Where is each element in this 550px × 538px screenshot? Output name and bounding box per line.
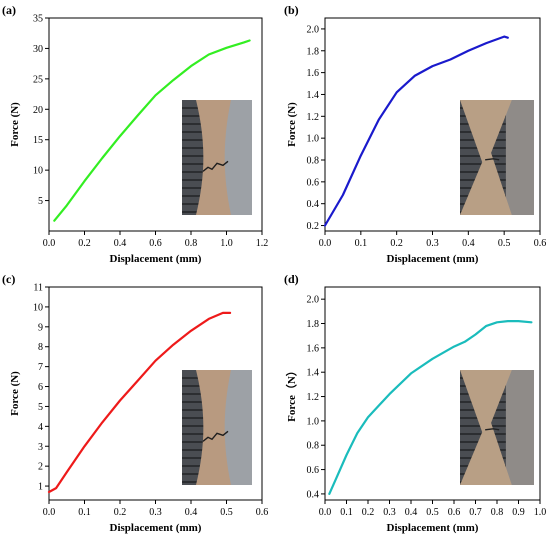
x-tick-label: 0.0 [319,507,332,518]
x-tick-label: 0.5 [498,238,511,249]
y-tick-label: 11 [33,283,43,294]
x-tick-label: 1.2 [256,238,269,249]
y-tick-label: 35 [33,14,43,25]
y-tick-label: 1.4 [307,90,320,101]
x-tick-label: 1.0 [220,238,233,249]
y-tick-label: 25 [33,74,43,85]
y-tick-label: 0.6 [307,177,320,188]
x-tick-label: 0.0 [319,238,332,249]
inset-photo [182,100,252,215]
y-tick-label: 10 [33,302,43,313]
y-tick-label: 0.8 [307,441,320,452]
x-tick-label: 1.0 [534,507,547,518]
y-tick-label: 0.8 [307,156,320,167]
x-axis-label: Displacement (mm) [387,253,479,265]
x-tick-label: 0.3 [149,507,162,518]
x-tick-label: 0.4 [462,238,475,249]
inset-photo [460,100,534,215]
panel-label: (c) [2,272,15,286]
y-tick-label: 0.2 [307,221,320,232]
chart-panel: 0.0 0.1 0.2 0.3 0.4 0.5 0.6 1 2 3 4 5 6 7 8 9 10 11 Displa… [2,272,268,534]
chart-panel: 0.0 0.2 0.4 0.6 0.8 1.0 1.2 5 10 15 20 25 30 35 Displa… [2,3,268,265]
x-tick-label: 0.4 [185,507,198,518]
y-tick-label: 0.6 [307,465,320,476]
x-tick-label: 0.6 [256,507,269,518]
y-tick-label: 1.4 [307,368,320,379]
force-displacement-line [328,320,533,495]
x-tick-label: 0.2 [362,507,375,518]
x-tick-label: 0.6 [149,238,162,249]
x-tick-label: 0.9 [512,507,525,518]
x-tick-label: 0.1 [78,507,91,518]
x-axis-label: Displacement (mm) [387,522,479,534]
x-tick-label: 0.4 [114,238,127,249]
x-tick-label: 0.8 [185,238,198,249]
chart-panel: 0.0 0.1 0.2 0.3 0.4 0.5 0.6 0.7 0.8 0.9 1.0 0.4 0.6 0… [284,272,546,534]
y-tick-label: 1.6 [307,68,320,79]
y-tick-label: 1.8 [307,46,320,57]
x-tick-label: 0.0 [43,507,56,518]
y-tick-label: 5 [38,402,43,413]
panel-label: (a) [2,3,16,17]
y-tick-label: 10 [33,166,43,177]
force-displacement-line [47,311,232,494]
force-displacement-line [323,35,509,227]
y-tick-label: 20 [33,105,43,116]
force-displacement-line [53,39,251,222]
y-tick-label: 1.6 [307,343,320,354]
y-tick-label: 2 [38,462,43,473]
y-tick-label: 1.2 [307,112,320,123]
y-tick-label: 1.0 [307,416,320,427]
x-tick-label: 0.1 [340,507,353,518]
x-tick-label: 0.5 [426,507,439,518]
x-tick-label: 0.5 [220,507,233,518]
y-tick-label: 0.4 [307,489,320,500]
y-tick-label: 0.4 [307,199,320,210]
x-tick-label: 0.7 [469,507,482,518]
chart-panel: 0.0 0.1 0.2 0.3 0.4 0.5 0.6 0.2 0.4 0.6 0.8 1.0 1.2 1… [284,3,546,265]
y-tick-label: 15 [33,135,43,146]
y-tick-label: 9 [38,322,43,333]
x-tick-label: 0.2 [78,238,91,249]
inset-photo [460,370,534,485]
x-tick-label: 0.8 [491,507,504,518]
x-tick-label: 0.3 [383,507,396,518]
y-axis-label: Force (N) [9,371,21,416]
x-tick-label: 0.4 [405,507,418,518]
y-tick-label: 1.2 [307,392,320,403]
x-tick-label: 0.1 [355,238,368,249]
x-tick-label: 0.6 [534,238,547,249]
y-tick-label: 6 [38,382,43,393]
y-tick-label: 1.8 [307,319,320,330]
x-tick-label: 0.3 [426,238,439,249]
x-axis-label: Displacement (mm) [110,522,202,534]
y-tick-label: 2.0 [307,295,320,306]
y-axis-label: Force（N） [285,365,298,422]
y-tick-label: 30 [33,44,43,55]
x-axis-label: Displacement (mm) [110,253,202,265]
y-tick-label: 2.0 [307,24,320,35]
x-tick-label: 0.6 [448,507,461,518]
y-tick-label: 1.0 [307,134,320,145]
panel-label: (b) [284,3,299,17]
y-tick-label: 4 [38,422,43,433]
x-tick-label: 0.2 [390,238,403,249]
x-tick-label: 0.0 [43,238,56,249]
y-tick-label: 8 [38,342,43,353]
y-tick-label: 1 [38,482,43,493]
y-tick-label: 5 [38,196,43,207]
y-axis-label: Force (N) [286,102,298,147]
panel-label: (d) [284,272,299,286]
y-axis-label: Force (N) [9,102,21,147]
y-tick-label: 3 [38,442,43,453]
inset-photo [182,370,252,485]
x-tick-label: 0.2 [114,507,127,518]
y-tick-label: 7 [38,362,43,373]
